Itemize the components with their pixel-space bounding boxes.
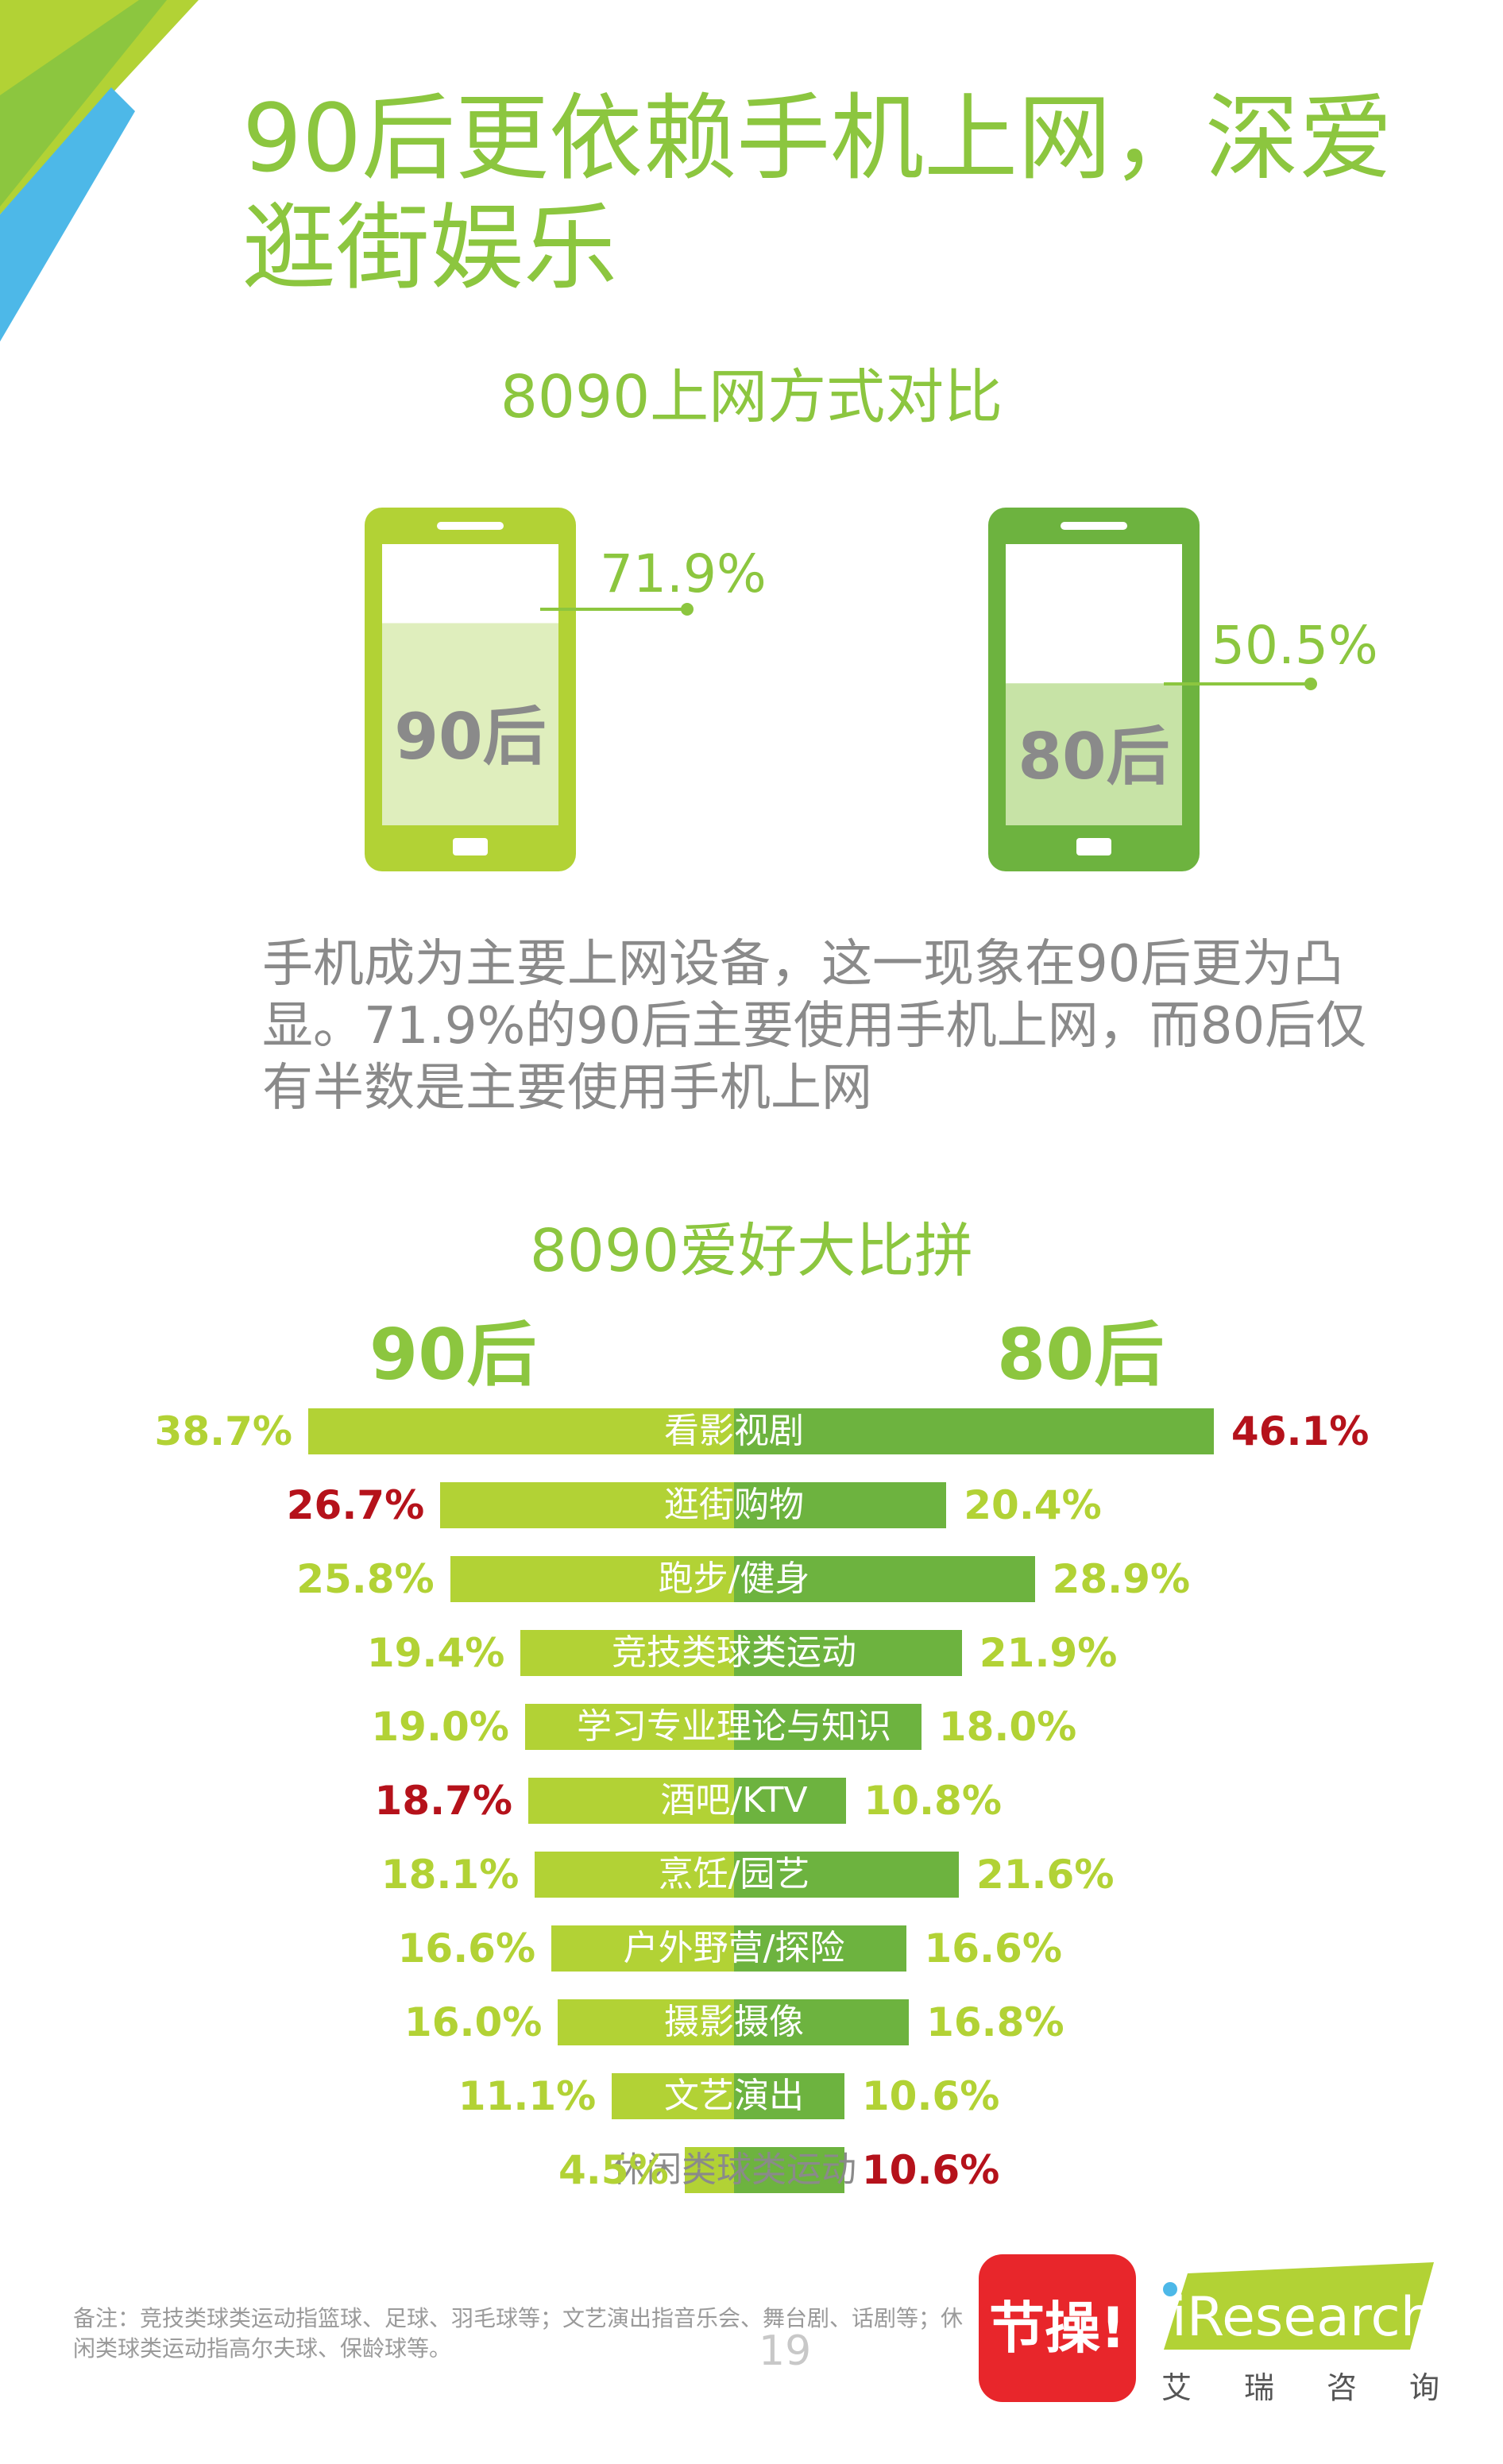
section1-title: 8090上网方式对比: [500, 363, 1003, 431]
value-label-80s: 20.4%: [964, 1482, 1102, 1528]
value-label-90s: 18.1%: [381, 1852, 520, 1898]
category-label: 竞技类球类运动: [612, 1632, 856, 1673]
hobby-row: 看影视剧 38.7% 46.1%: [0, 1408, 1503, 1454]
category-label: 户外野营/探险: [623, 1928, 845, 1968]
value-label-80s: 10.8%: [864, 1778, 1002, 1824]
hobby-row: 摄影摄像 16.0% 16.8%: [0, 1999, 1503, 2045]
hobby-row: 烹饪/园艺 18.1% 21.6%: [0, 1852, 1503, 1898]
value-label-90s: 16.0%: [404, 1999, 543, 2045]
hobby-row: 逛街购物 26.7% 20.4%: [0, 1482, 1503, 1528]
value-label-80s: 16.6%: [924, 1925, 1062, 1972]
column-head-90s: 90后: [369, 1314, 537, 1396]
phone-90s-fill: [382, 623, 558, 825]
bar-80s: [734, 1482, 947, 1528]
bar-90s: [558, 1999, 734, 2045]
bar-80s: [734, 1408, 1214, 1454]
app-logo: 节操!: [979, 2254, 1136, 2402]
hobby-row: 酒吧/KTV 18.7% 10.8%: [0, 1778, 1503, 1824]
category-label: 酒吧/KTV: [660, 1780, 808, 1821]
phone-80s-fill: [1006, 683, 1182, 825]
value-label-90s: 19.4%: [366, 1630, 505, 1676]
brand-name: iResearch: [1172, 2286, 1435, 2349]
page-title: 90后更依赖手机上网，深爱逛街娱乐: [242, 83, 1393, 303]
bar-80s: [734, 1778, 847, 1824]
section2-title: 8090爱好大比拼: [529, 1217, 974, 1285]
bar-90s: [450, 1556, 734, 1602]
value-label-90s: 18.7%: [374, 1778, 512, 1824]
phone-90s: 71.9% 90后: [365, 508, 767, 871]
brand-subtitle: 艾瑞咨询: [1161, 2370, 1493, 2405]
hobby-row: 文艺演出 11.1% 10.6%: [0, 2073, 1503, 2119]
phone-80s: 50.5% 80后: [988, 508, 1378, 871]
category-label: 摄影摄像: [664, 2002, 804, 2042]
bar-90s: [612, 2073, 734, 2119]
category-label: 逛街购物: [664, 1485, 804, 1525]
hobby-row: 学习专业理论与知识 19.0% 18.0%: [0, 1704, 1503, 1750]
bar-80s: [734, 1630, 962, 1676]
bar-80s: [734, 1556, 1035, 1602]
bar-90s: [684, 2147, 734, 2193]
value-label-90s: 16.6%: [397, 1925, 536, 1972]
phone-80s-percent: 50.5%: [1211, 615, 1378, 676]
footnote: 备注：竞技类球类运动指篮球、足球、羽毛球等；文艺演出指音乐会、舞台剧、话剧等；休…: [73, 2305, 964, 2362]
corner-decoration: [0, 0, 199, 342]
value-label-80s: 10.6%: [861, 2073, 1000, 2119]
category-label: 跑步/健身: [658, 1558, 810, 1599]
bar-80s: [734, 1925, 907, 1972]
bar-80s: [734, 1704, 922, 1750]
value-label-80s: 46.1%: [1231, 1408, 1370, 1454]
bar-90s: [440, 1482, 734, 1528]
bar-90s: [308, 1408, 734, 1454]
value-label-80s: 18.0%: [938, 1704, 1077, 1750]
value-label-80s: 21.6%: [976, 1852, 1115, 1898]
value-label-80s: 21.9%: [979, 1630, 1118, 1676]
bar-90s: [551, 1925, 734, 1972]
app-logo-text: 节操!: [989, 2296, 1126, 2361]
page-number: 19: [759, 2327, 812, 2375]
column-head-80s: 80后: [997, 1314, 1165, 1396]
value-label-90s: 25.8%: [296, 1556, 435, 1602]
phone-90s-label: 90后: [394, 700, 546, 774]
category-label: 文艺演出: [664, 2076, 804, 2116]
value-label-80s: 28.9%: [1052, 1556, 1191, 1602]
value-label-90s: 11.1%: [458, 2073, 597, 2119]
phone-80s-label: 80后: [1018, 720, 1169, 794]
bar-80s: [734, 2073, 844, 2119]
category-label: 学习专业理论与知识: [577, 1706, 891, 1747]
bar-80s: [734, 2147, 844, 2193]
value-label-90s: 38.7%: [154, 1408, 292, 1454]
bar-90s: [535, 1852, 734, 1898]
value-label-90s: 26.7%: [286, 1482, 425, 1528]
value-label-80s: 16.8%: [926, 1999, 1064, 2045]
bar-80s: [734, 1852, 959, 1898]
category-label: 烹饪/园艺: [658, 1854, 810, 1894]
phone-90s-percent: 71.9%: [600, 543, 767, 604]
iresearch-logo: iResearch: [1163, 2262, 1435, 2350]
hobby-row: 户外野营/探险 16.6% 16.6%: [0, 1925, 1503, 1972]
bar-90s: [520, 1630, 734, 1676]
bar-80s: [734, 1999, 910, 2045]
value-label-90s: 19.0%: [371, 1704, 509, 1750]
section1-description: 手机成为主要上网设备，这一现象在90后更为凸显。71.9%的90后主要使用手机上…: [262, 935, 1367, 1118]
hobby-row: 休闲类球类运动 4.5% 10.6%: [0, 2147, 1503, 2193]
value-label-80s: 10.6%: [861, 2147, 1000, 2193]
category-label: 看影视剧: [664, 1411, 804, 1451]
bar-90s: [524, 1704, 734, 1750]
hobby-row: 竞技类球类运动 19.4% 21.9%: [0, 1630, 1503, 1676]
category-label: 休闲类球类运动: [612, 2149, 856, 2190]
value-label-90s: 4.5%: [558, 2147, 669, 2193]
bar-90s: [528, 1778, 734, 1824]
hobby-row: 跑步/健身 25.8% 28.9%: [0, 1556, 1503, 1602]
